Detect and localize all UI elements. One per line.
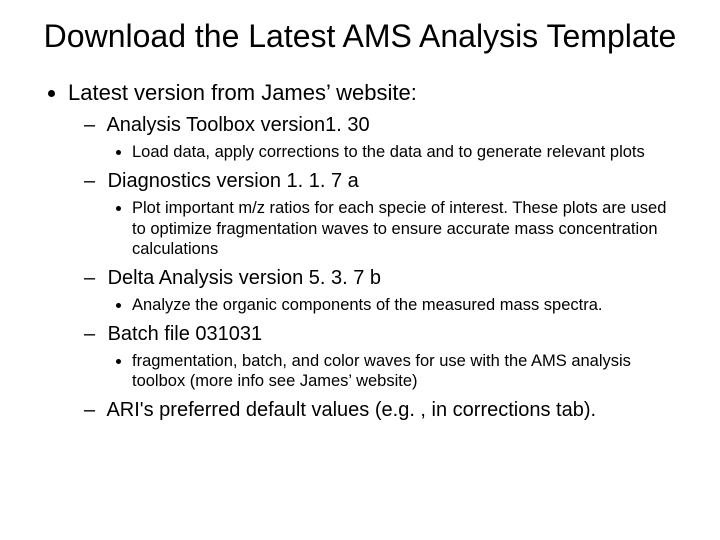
slide-title: Download the Latest AMS Analysis Templat…	[40, 18, 680, 55]
l2-item-ari-defaults: ARI's preferred default values (e.g. , i…	[102, 398, 680, 423]
l3-item: Plot important m/z ratios for each speci…	[132, 198, 680, 260]
bullet-list-level1: Latest version from James’ website: Anal…	[40, 79, 680, 423]
l3-item: fragmentation, batch, and color waves fo…	[132, 351, 680, 392]
bullet-list-level3: Plot important m/z ratios for each speci…	[102, 198, 680, 260]
l3-item: Analyze the organic components of the me…	[132, 295, 680, 316]
l2-label: Diagnostics version 1. 1. 7 a	[108, 170, 359, 192]
bullet-list-level3: Load data, apply corrections to the data…	[102, 142, 680, 163]
l1-text: Latest version from James’ website:	[68, 80, 417, 105]
slide: Download the Latest AMS Analysis Templat…	[0, 0, 720, 540]
l1-item: Latest version from James’ website: Anal…	[68, 79, 680, 423]
l2-label: Analysis Toolbox version1. 30	[106, 114, 369, 136]
bullet-list-level3: fragmentation, batch, and color waves fo…	[102, 351, 680, 392]
l2-label: Batch file 031031	[108, 323, 263, 345]
bullet-list-level2: Analysis Toolbox version1. 30 Load data,…	[68, 113, 680, 422]
bullet-list-level3: Analyze the organic components of the me…	[102, 295, 680, 316]
l2-label: ARI's preferred default values (e.g. , i…	[106, 399, 596, 421]
l3-item: Load data, apply corrections to the data…	[132, 142, 680, 163]
l2-item-diagnostics: Diagnostics version 1. 1. 7 a Plot impor…	[102, 169, 680, 260]
l2-item-analysis-toolbox: Analysis Toolbox version1. 30 Load data,…	[102, 113, 680, 163]
l2-item-delta-analysis: Delta Analysis version 5. 3. 7 b Analyze…	[102, 266, 680, 316]
l2-label: Delta Analysis version 5. 3. 7 b	[108, 267, 381, 289]
l2-item-batch-file: Batch file 031031 fragmentation, batch, …	[102, 322, 680, 392]
